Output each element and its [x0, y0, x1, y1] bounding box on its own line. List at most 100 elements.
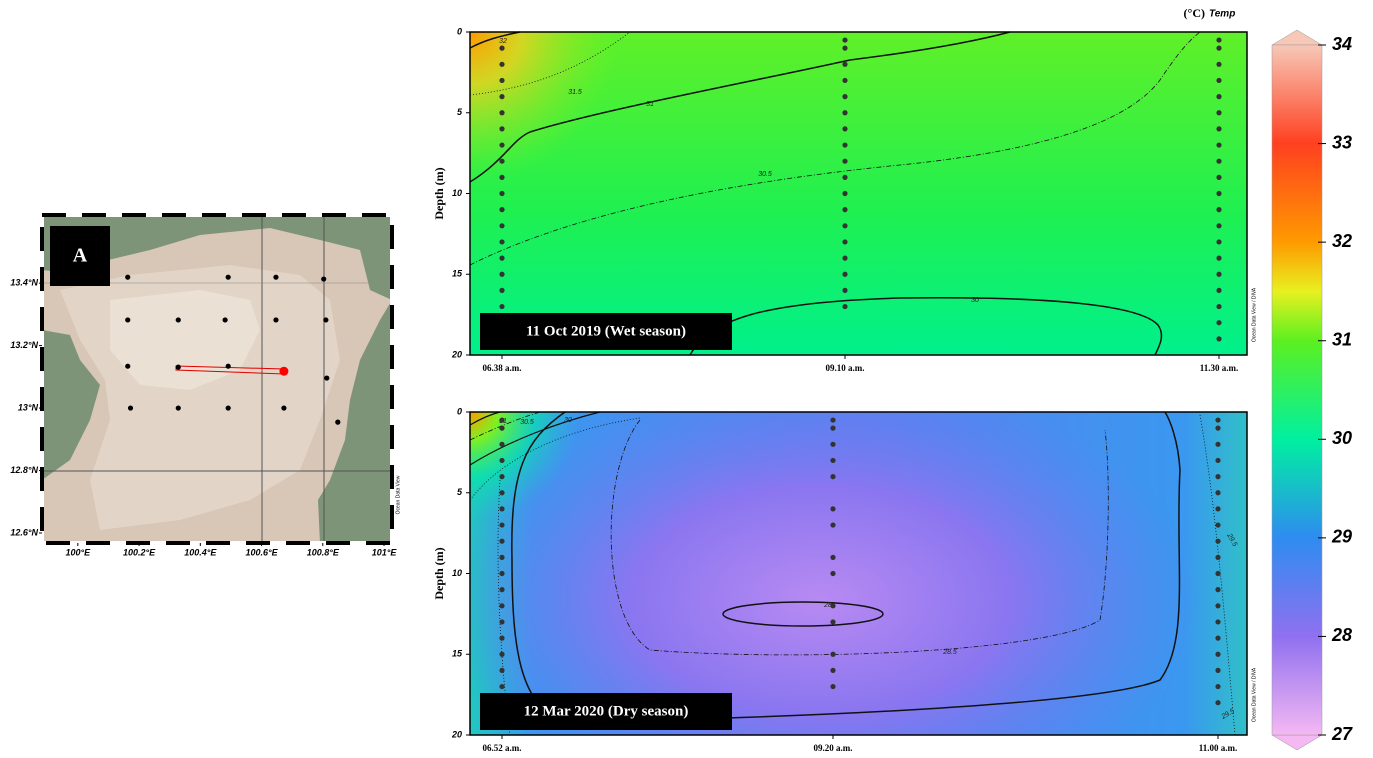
colorbar-tick-label: 34 [1332, 34, 1352, 54]
sample-point [842, 62, 847, 67]
figure: A Ocean Data View 32 31.5 31 30.5 30 31 … [0, 0, 1373, 758]
station [273, 317, 278, 322]
station [226, 275, 231, 280]
station [321, 276, 326, 281]
sample-point [1216, 94, 1221, 99]
sample-point [1216, 37, 1221, 42]
station [223, 317, 228, 322]
sample-point [830, 474, 835, 479]
sample-point [1216, 223, 1221, 228]
sample-point [842, 78, 847, 83]
y-tick-label: 5 [457, 487, 463, 497]
sample-point [830, 652, 835, 657]
sample-point [842, 142, 847, 147]
contour-label: 30.5 [520, 419, 534, 426]
sample-point [499, 442, 504, 447]
station [281, 405, 286, 410]
x-tick-label: 11.00 a.m. [1199, 743, 1238, 753]
sample-point [1215, 426, 1220, 431]
station [323, 317, 328, 322]
y-tick-label: 10 [452, 568, 462, 578]
x-tick-label: 100°E [66, 547, 92, 557]
contour-label: 32 [499, 38, 507, 45]
station [226, 405, 231, 410]
sample-point [499, 426, 504, 431]
station [335, 420, 340, 425]
section-field [470, 32, 1247, 355]
sample-point [499, 304, 504, 309]
sample-point [842, 110, 847, 115]
sample-point [499, 78, 504, 83]
sample-point [499, 587, 504, 592]
colorbar-tick-label: 27 [1331, 724, 1353, 744]
colorbar-arrow [1272, 30, 1322, 45]
sample-point [1215, 571, 1220, 576]
sample-point [1216, 46, 1221, 51]
sample-point [1216, 272, 1221, 277]
sample-point [499, 684, 504, 689]
station [226, 364, 231, 369]
sample-point [499, 239, 504, 244]
colorbar-tick-label: 30 [1332, 428, 1352, 448]
station [176, 365, 181, 370]
y-tick-label: 20 [451, 349, 462, 359]
contour-label: 28.5 [942, 649, 957, 656]
sample-point [499, 458, 504, 463]
credit: Ocean Data View / DIVA [1251, 667, 1257, 722]
y-tick-label: 15 [452, 649, 463, 659]
sample-point [842, 126, 847, 131]
sample-point [830, 603, 835, 608]
panel-label: A [73, 245, 88, 267]
sample-point [830, 426, 835, 431]
sample-point [499, 555, 504, 560]
colorbar-tick-label: 29 [1331, 527, 1352, 547]
sample-point [1215, 652, 1220, 657]
map: A Ocean Data View [42, 215, 401, 543]
station [125, 364, 130, 369]
x-tick-label: 100.8°E [307, 547, 340, 557]
sample-point [499, 417, 504, 422]
contour-label: 31 [646, 101, 654, 108]
sample-point [830, 684, 835, 689]
sample-point [499, 126, 504, 131]
y-tick-label: 12.6°N [10, 527, 38, 537]
sample-point [830, 506, 835, 511]
sample-point [1216, 110, 1221, 115]
sample-point [499, 191, 504, 196]
sample-point [1216, 320, 1221, 325]
sample-point [842, 191, 847, 196]
sample-point [1216, 256, 1221, 261]
sample-point [499, 668, 504, 673]
colorbar-title: Temp [1209, 9, 1235, 20]
colorbar-tick-label: 28 [1331, 625, 1352, 645]
sample-point [499, 159, 504, 164]
y-tick-label: 0 [457, 406, 462, 416]
colorbar [1272, 45, 1322, 735]
contour-label: 30 [971, 297, 979, 304]
y-tick-label: 13.2°N [10, 340, 38, 350]
sample-point [1215, 490, 1220, 495]
y-tick-label: 12.8°N [10, 465, 38, 475]
contour-label: 30 [564, 417, 572, 424]
sample-point [1216, 175, 1221, 180]
sample-point [499, 474, 504, 479]
colorbar-tick-label: 31 [1332, 329, 1352, 349]
sample-point [1215, 474, 1220, 479]
sample-point [499, 522, 504, 527]
sample-point [1216, 207, 1221, 212]
section-field [470, 412, 1247, 735]
sample-point [1216, 159, 1221, 164]
x-tick-label: 09.10 a.m. [826, 363, 865, 373]
sample-point [499, 490, 504, 495]
x-tick-label: 09.20 a.m. [814, 743, 853, 753]
sample-point [499, 110, 504, 115]
contour-label: 30.5 [758, 171, 772, 178]
station [324, 375, 329, 380]
y-tick-label: 5 [457, 107, 463, 117]
sample-point [1216, 142, 1221, 147]
sample-point [1215, 555, 1220, 560]
station [125, 275, 130, 280]
sample-point [842, 272, 847, 277]
sample-point [499, 636, 504, 641]
sample-point [1215, 603, 1220, 608]
